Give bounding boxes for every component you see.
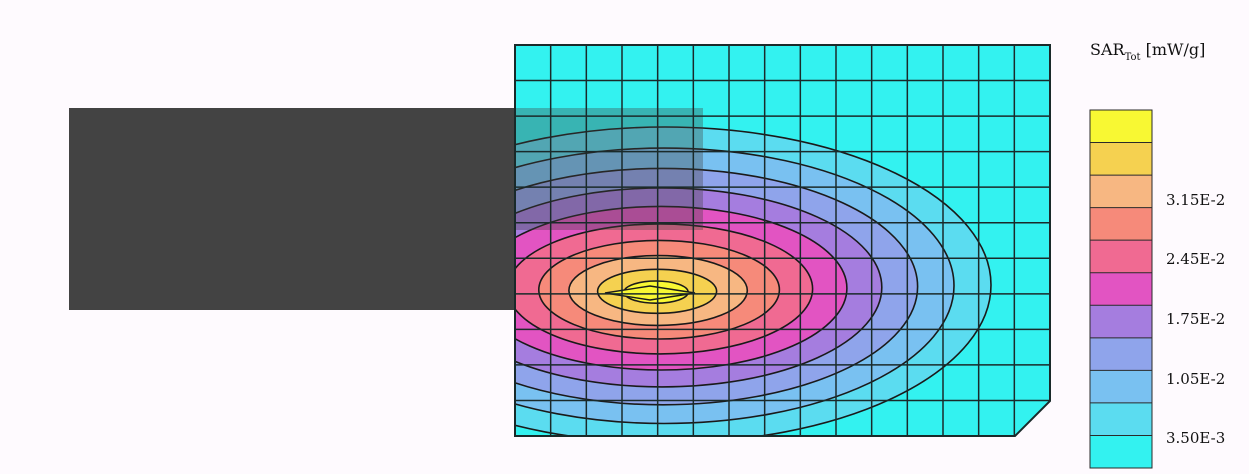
- colorbar-band: [1090, 370, 1152, 404]
- colorbar-band: [1090, 435, 1152, 469]
- contour-peak: [604, 285, 696, 301]
- colorbar-title-main: SAR: [1090, 40, 1125, 59]
- colorbar-frame: [1089, 109, 1153, 469]
- colorbar-band: [1090, 337, 1152, 371]
- grid-lines: [515, 45, 1050, 436]
- colorbar-band: [1090, 305, 1152, 339]
- colorbar-band: [1090, 175, 1152, 208]
- device-overlap: [515, 108, 703, 230]
- colorbar-title-sub: Tot: [1124, 52, 1141, 63]
- colorbar-band: [1090, 240, 1152, 274]
- colorbar-band: [1090, 272, 1152, 306]
- colorbar-band: [1090, 142, 1152, 176]
- colorbar-unit: [mW/g]: [1145, 40, 1206, 59]
- colorbar-tick-label: 1.05E-2: [1166, 369, 1226, 388]
- device-body: [69, 108, 515, 310]
- phantom-outline: [514, 44, 1051, 437]
- colorbar-title: SARTot [mW/g]: [1090, 40, 1205, 63]
- colorbar-tick-label: 3.15E-2: [1166, 190, 1226, 209]
- colorbar-tick-label: 1.75E-2: [1166, 309, 1226, 328]
- colorbar-band: [1090, 402, 1152, 436]
- colorbar-band: [1090, 110, 1152, 143]
- colorbar-tick-label: 3.50E-3: [1166, 429, 1226, 448]
- colorbar-tick-label: 2.45E-2: [1166, 250, 1226, 269]
- colorbar-band: [1090, 207, 1152, 241]
